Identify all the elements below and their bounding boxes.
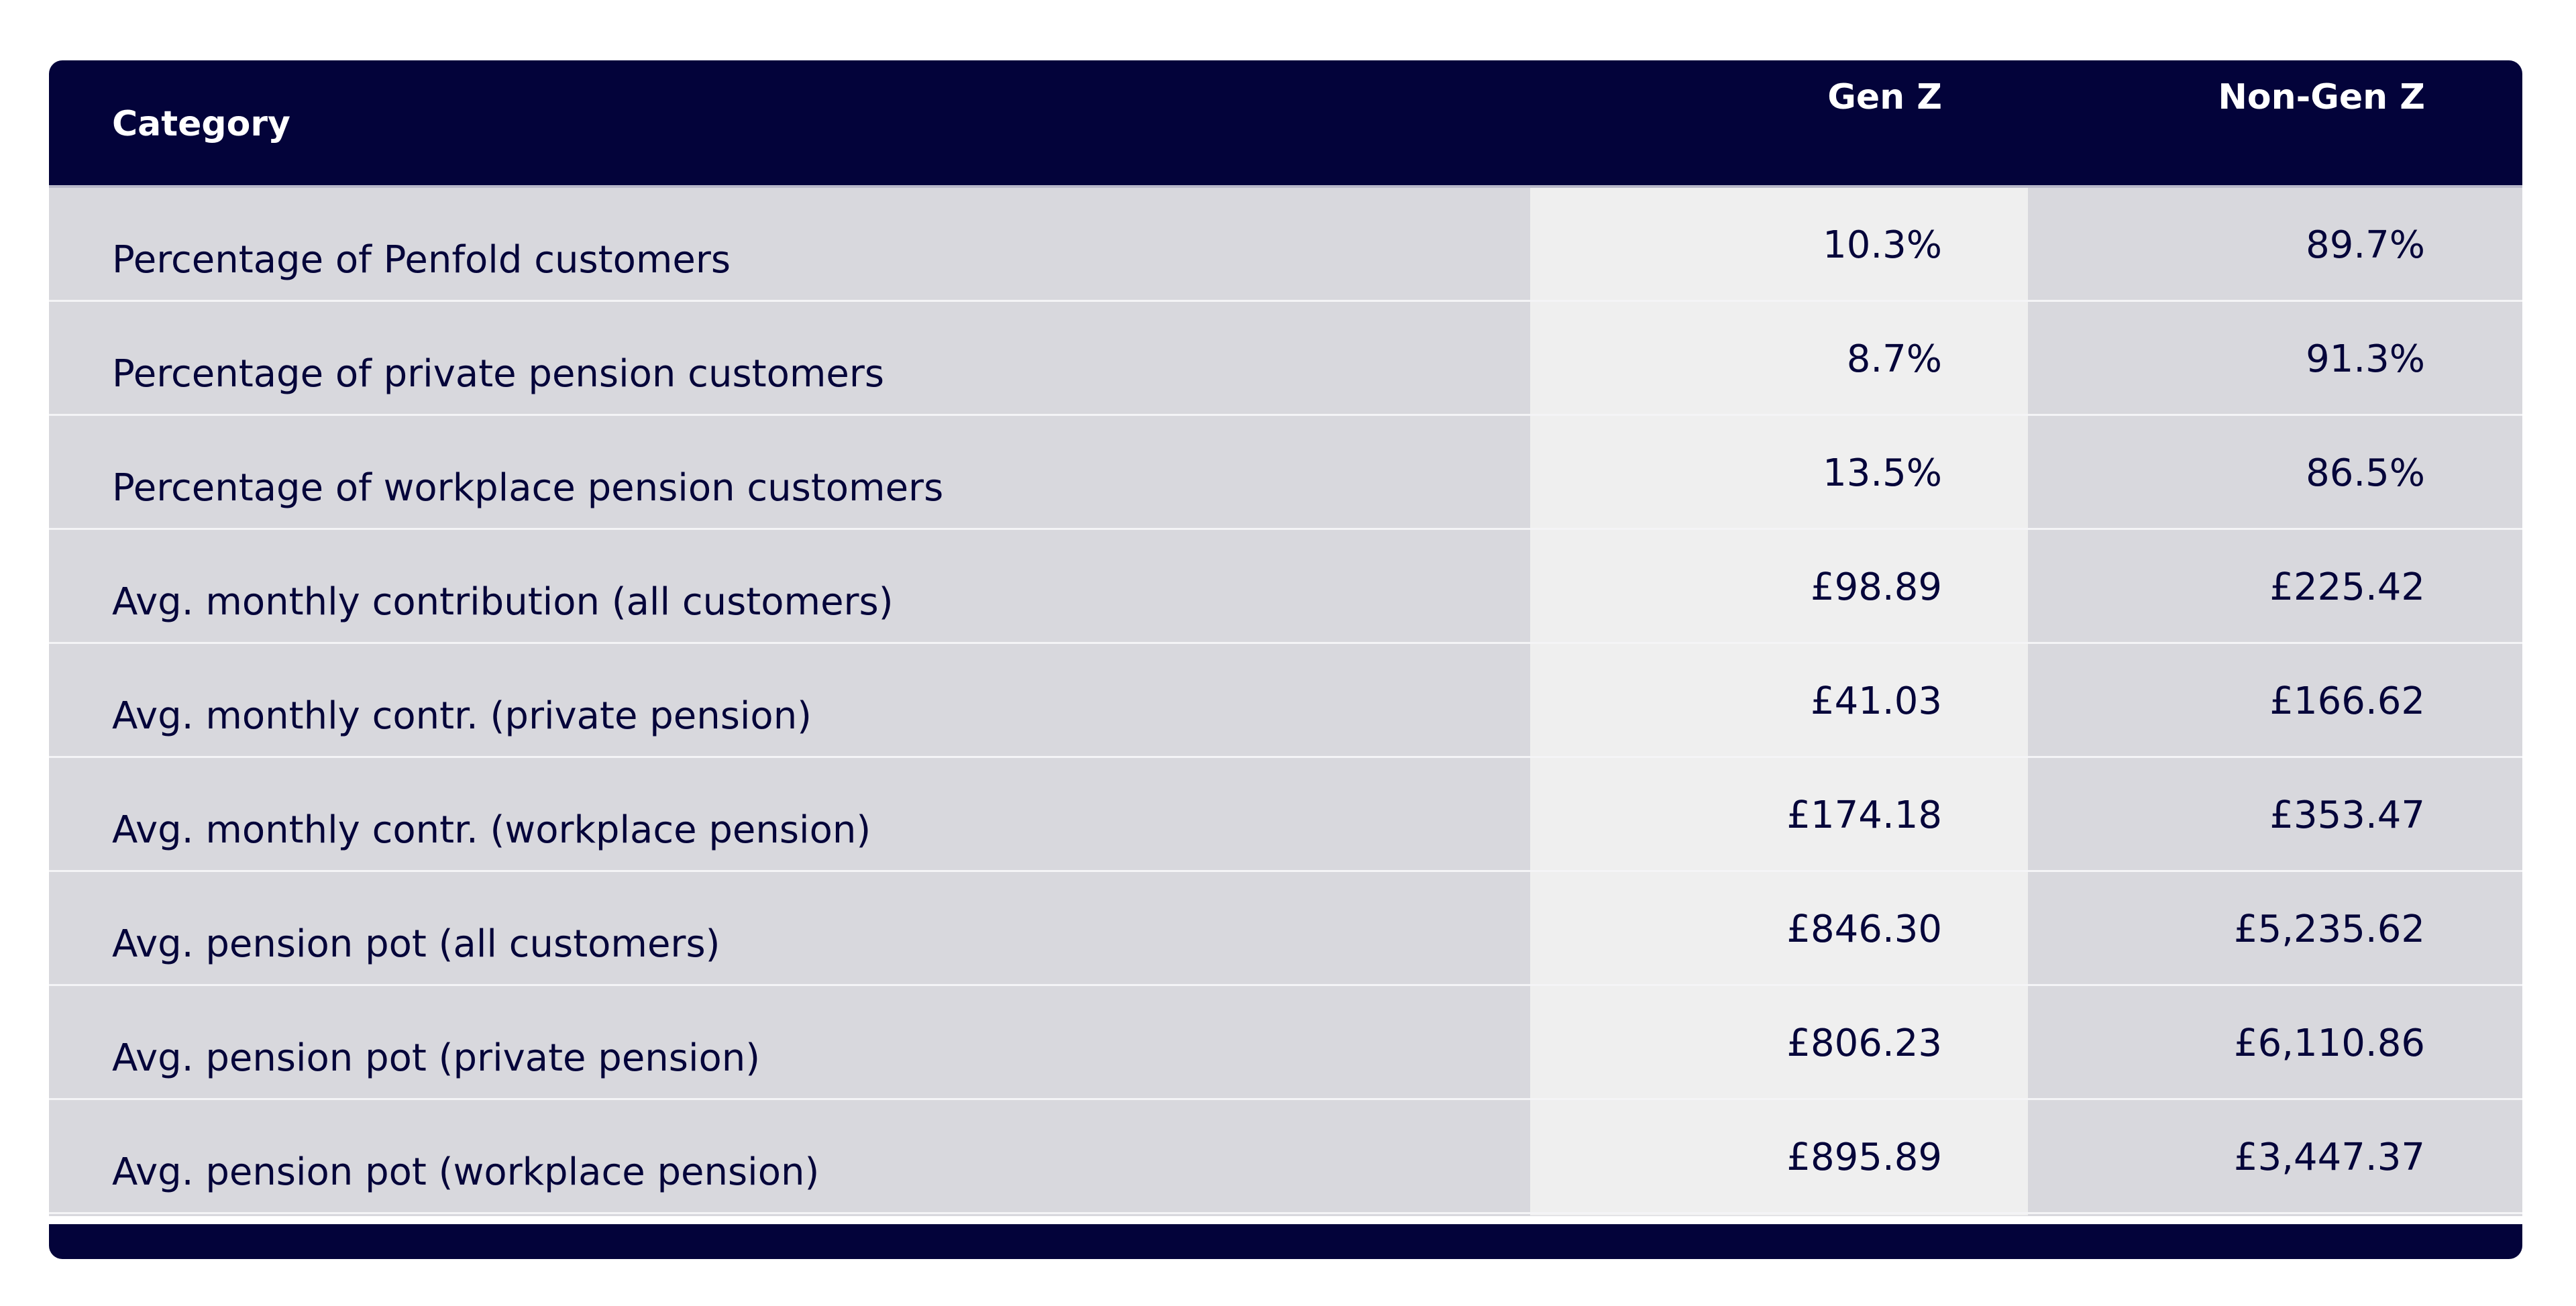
comparison-table: Category Gen Z Non-Gen Z Percentage of P… xyxy=(49,60,2522,1259)
row-category: Avg. monthly contr. (private pension) xyxy=(112,694,812,738)
table-body: Percentage of Penfold customers 10.3% 89… xyxy=(49,188,2522,1215)
row-non-gen-z-value: £166.62 xyxy=(2269,679,2425,723)
row-non-gen-z-value: £353.47 xyxy=(2269,794,2425,837)
row-category: Avg. monthly contribution (all customers… xyxy=(112,580,894,624)
row-category: Avg. pension pot (all customers) xyxy=(112,922,720,966)
row-gen-z-value: 13.5% xyxy=(1823,451,1942,495)
header-gen-z: Gen Z xyxy=(1827,77,1942,117)
gen-z-column-highlight xyxy=(1530,188,2028,1215)
row-non-gen-z-value: £225.42 xyxy=(2269,565,2425,609)
table-row: Avg. monthly contribution (all customers… xyxy=(49,530,2522,644)
row-non-gen-z-value: £6,110.86 xyxy=(2233,1022,2425,1065)
row-gen-z-value: £98.89 xyxy=(1811,565,1942,609)
row-gen-z-value: £806.23 xyxy=(1786,1022,1942,1065)
row-category: Avg. monthly contr. (workplace pension) xyxy=(112,808,871,852)
row-gen-z-value: 10.3% xyxy=(1823,223,1942,267)
table-row: Avg. monthly contr. (workplace pension) … xyxy=(49,758,2522,872)
table-footer-bar xyxy=(49,1216,2522,1259)
table-row: Avg. pension pot (all customers) £846.30… xyxy=(49,872,2522,986)
row-gen-z-value: £846.30 xyxy=(1786,908,1942,951)
row-category: Percentage of workplace pension customer… xyxy=(112,466,944,510)
row-non-gen-z-value: £5,235.62 xyxy=(2233,908,2425,951)
row-non-gen-z-value: 91.3% xyxy=(2306,337,2425,381)
row-non-gen-z-value: 89.7% xyxy=(2306,223,2425,267)
row-non-gen-z-value: £3,447.37 xyxy=(2233,1136,2425,1179)
table-row: Percentage of private pension customers … xyxy=(49,302,2522,416)
row-category: Avg. pension pot (workplace pension) xyxy=(112,1150,820,1194)
table-row: Percentage of workplace pension customer… xyxy=(49,416,2522,530)
row-category: Percentage of Penfold customers xyxy=(112,238,731,282)
row-gen-z-value: £895.89 xyxy=(1786,1136,1942,1179)
table-row: Avg. pension pot (workplace pension) £89… xyxy=(49,1100,2522,1214)
row-gen-z-value: £41.03 xyxy=(1811,679,1942,723)
table-header: Category Gen Z Non-Gen Z xyxy=(49,60,2522,188)
table-row: Percentage of Penfold customers 10.3% 89… xyxy=(49,188,2522,302)
row-category: Percentage of private pension customers xyxy=(112,352,885,396)
row-category: Avg. pension pot (private pension) xyxy=(112,1036,761,1080)
row-gen-z-value: £174.18 xyxy=(1786,794,1942,837)
table-row: Avg. pension pot (private pension) £806.… xyxy=(49,986,2522,1100)
row-gen-z-value: 8.7% xyxy=(1846,337,1942,381)
row-non-gen-z-value: 86.5% xyxy=(2306,451,2425,495)
header-category: Category xyxy=(112,104,290,144)
header-non-gen-z: Non-Gen Z xyxy=(2218,77,2425,117)
table-row: Avg. monthly contr. (private pension) £4… xyxy=(49,644,2522,758)
